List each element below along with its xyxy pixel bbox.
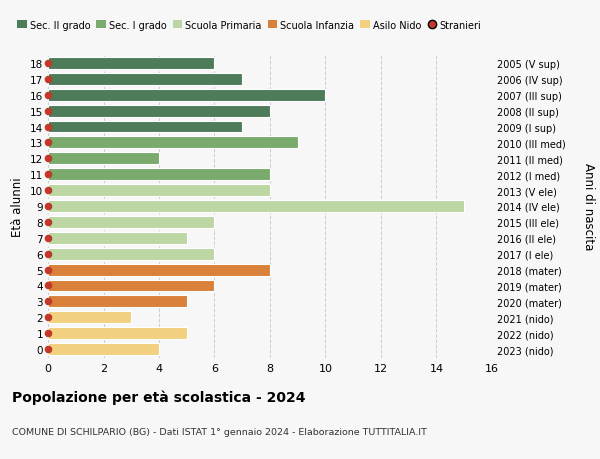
Bar xyxy=(48,217,215,229)
Bar xyxy=(48,137,298,149)
Bar xyxy=(48,296,187,308)
Bar xyxy=(48,327,187,339)
Text: COMUNE DI SCHILPARIO (BG) - Dati ISTAT 1° gennaio 2024 - Elaborazione TUTTITALIA: COMUNE DI SCHILPARIO (BG) - Dati ISTAT 1… xyxy=(12,427,427,436)
Y-axis label: Anni di nascita: Anni di nascita xyxy=(582,163,595,250)
Bar xyxy=(48,248,215,260)
Bar xyxy=(48,264,270,276)
Bar xyxy=(48,185,270,196)
Bar xyxy=(48,232,187,244)
Bar xyxy=(48,153,159,165)
Bar xyxy=(48,343,159,355)
Bar xyxy=(48,169,270,181)
Y-axis label: Età alunni: Età alunni xyxy=(11,177,25,236)
Bar xyxy=(48,312,131,324)
Legend: Sec. II grado, Sec. I grado, Scuola Primaria, Scuola Infanzia, Asilo Nido, Stran: Sec. II grado, Sec. I grado, Scuola Prim… xyxy=(17,21,481,31)
Bar xyxy=(48,74,242,86)
Bar xyxy=(48,201,464,213)
Bar xyxy=(48,90,325,101)
Bar xyxy=(48,58,215,70)
Bar xyxy=(48,280,215,292)
Text: Popolazione per età scolastica - 2024: Popolazione per età scolastica - 2024 xyxy=(12,390,305,405)
Bar xyxy=(48,106,270,118)
Bar xyxy=(48,121,242,133)
